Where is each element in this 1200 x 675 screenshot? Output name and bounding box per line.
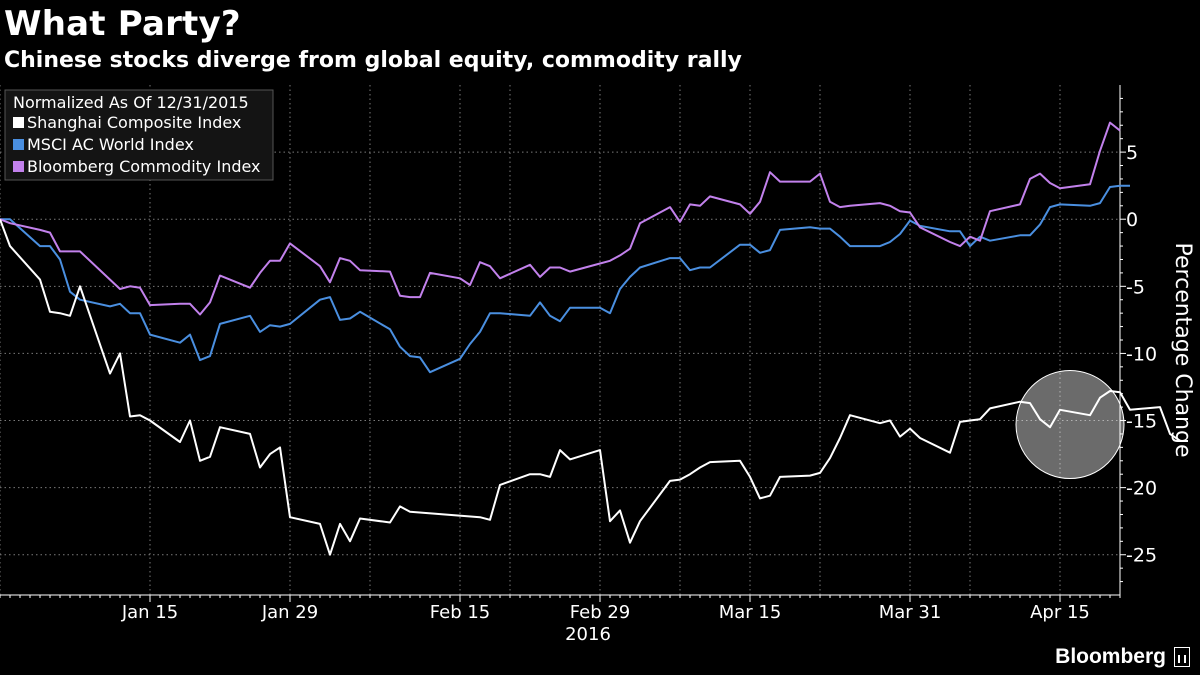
chart-title: What Party? — [4, 4, 241, 44]
legend-box — [4, 89, 274, 181]
y-tick-label: 5 — [1126, 142, 1138, 164]
x-tick-label: Apr 15 — [1030, 602, 1090, 623]
y-tick-label: -20 — [1126, 478, 1157, 500]
legend-title: Normalized As Of 12/31/2015 — [13, 93, 249, 112]
y-tick-label: -25 — [1126, 545, 1157, 567]
x-tick-label: Feb 29 — [570, 602, 631, 623]
x-tick-label: Mar 15 — [719, 602, 782, 623]
series-line-2 — [0, 184, 1130, 374]
highlight-layer — [1015, 370, 1125, 480]
legend-entry-label: Shanghai Composite Index — [27, 113, 241, 132]
legend-swatch — [13, 139, 24, 150]
bloomberg-logo: Bloomberg — [1055, 645, 1190, 669]
brand-name: Bloomberg — [1055, 645, 1166, 668]
y-tick-label: 0 — [1126, 209, 1138, 231]
highlight-circle — [1015, 370, 1125, 480]
bloomberg-chart-icon — [1174, 647, 1190, 667]
y-tick-label: -15 — [1126, 411, 1157, 433]
legend-swatch — [13, 117, 24, 128]
y-tick-label: -10 — [1126, 343, 1157, 365]
x-tick-label: Feb 15 — [430, 602, 491, 623]
series-line-1 — [0, 218, 1181, 556]
y-tick-label: -5 — [1126, 276, 1145, 298]
x-tick-label: Jan 29 — [261, 602, 318, 623]
x-tick-label: Jan 15 — [121, 602, 178, 623]
series-lines — [0, 121, 1181, 556]
x-tick-label: Mar 31 — [879, 602, 942, 623]
legend-entry-label: Bloomberg Commodity Index — [27, 157, 261, 176]
legend-entry-label: MSCI AC World Index — [27, 135, 194, 154]
axes: 5 0 -5 -10 -15 -20 -25 Jan 15 Jan 29 Feb 15 Feb 29… — [0, 85, 1195, 645]
series-line-3 — [0, 121, 1121, 316]
y-axis-title: Percentage Change — [1170, 243, 1195, 458]
x-axis-year-label: 2016 — [565, 624, 611, 645]
chart-subtitle: Chinese stocks diverge from global equit… — [4, 48, 742, 73]
legend-swatch — [13, 161, 24, 172]
